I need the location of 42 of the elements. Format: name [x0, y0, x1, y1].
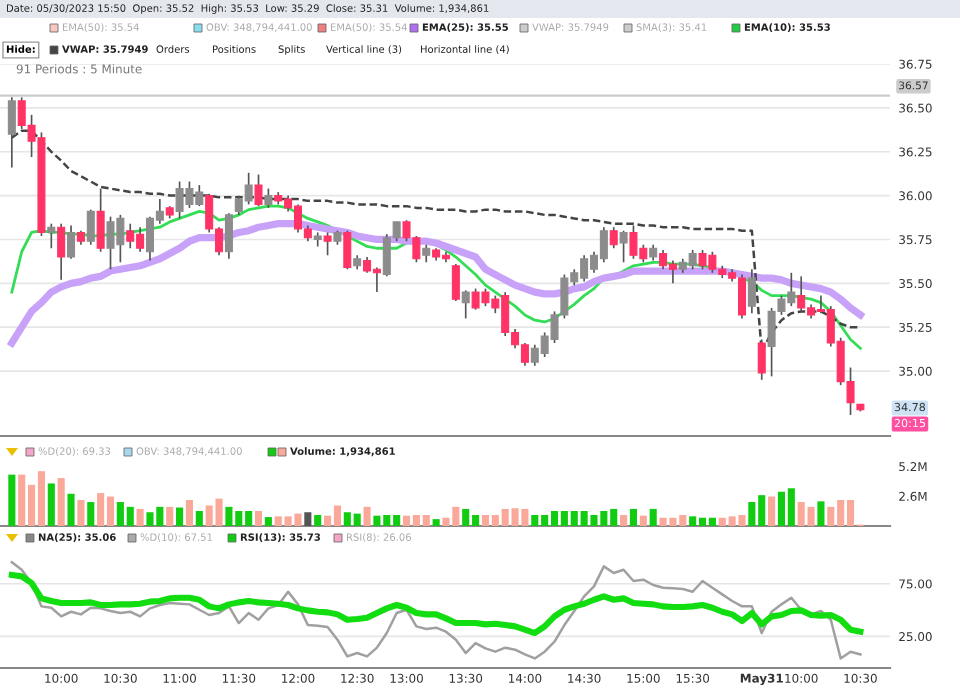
candlestick	[747, 268, 756, 315]
candlestick	[461, 289, 470, 320]
bar	[304, 512, 312, 526]
candlestick	[323, 231, 332, 257]
candlestick	[7, 96, 16, 169]
candlestick	[619, 229, 628, 264]
bar	[67, 493, 75, 526]
line-series	[8, 571, 864, 637]
bar	[817, 501, 825, 526]
bar	[363, 506, 371, 526]
candlestick	[609, 226, 618, 250]
bar	[620, 514, 628, 526]
bar	[136, 508, 144, 526]
line-series	[10, 561, 862, 660]
bar	[639, 515, 647, 526]
bar	[57, 478, 65, 526]
candlestick	[47, 222, 56, 250]
bar	[768, 496, 776, 526]
bar	[185, 499, 193, 526]
bar	[77, 499, 85, 526]
candlestick	[57, 222, 66, 281]
bar	[176, 507, 184, 526]
candlestick	[67, 224, 76, 260]
bar	[264, 517, 272, 526]
bar	[166, 506, 174, 526]
bar	[649, 508, 657, 526]
bar	[195, 510, 203, 526]
candlestick	[451, 263, 460, 302]
candlestick	[757, 338, 766, 381]
candlestick	[224, 212, 233, 260]
bar	[254, 510, 263, 526]
bar	[87, 502, 95, 526]
candlestick	[264, 187, 273, 209]
bar	[8, 474, 16, 526]
bar	[314, 514, 322, 526]
candlestick	[86, 208, 95, 246]
candlestick	[343, 229, 352, 271]
candlestick	[96, 187, 105, 253]
bar	[47, 483, 55, 526]
bar	[629, 508, 638, 526]
candlestick	[254, 173, 263, 207]
bar	[432, 519, 440, 526]
